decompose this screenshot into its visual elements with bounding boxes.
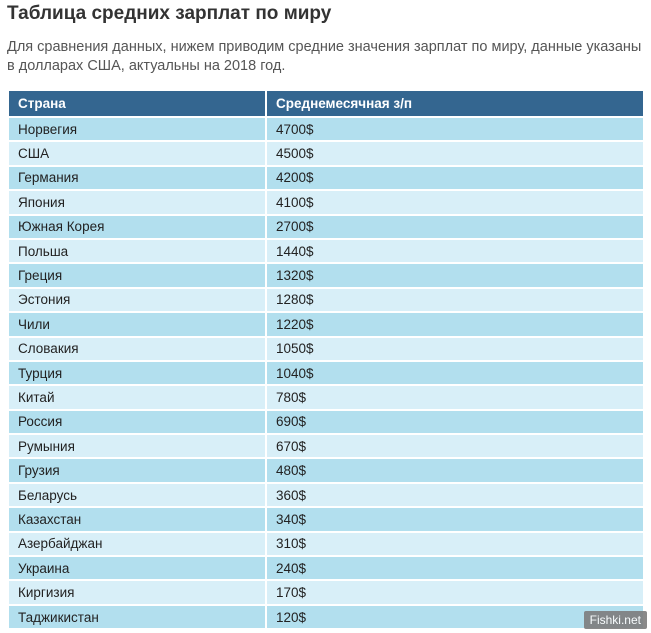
salary-table: Страна Среднемесячная з/п Норвегия 4700$ С…	[9, 91, 643, 631]
column-header-salary: Среднемесячная з/п	[266, 91, 643, 118]
country-cell: Словакия	[9, 336, 267, 362]
country-cell: Чили	[9, 312, 267, 338]
table-row: Турция 1040$	[9, 360, 643, 387]
table-row: Словакия 1050$	[9, 336, 643, 362]
table-row: Казахстан 340$	[9, 507, 643, 533]
salary-cell: 1280$	[266, 287, 643, 314]
table-row: Румыния 670$	[9, 434, 643, 460]
country-cell: Греция	[9, 263, 267, 289]
page-title: Таблица средних зарплат по миру	[7, 3, 332, 24]
salary-cell: 360$	[266, 482, 643, 509]
country-cell: Беларусь	[9, 482, 267, 509]
salary-cell: 4700$	[266, 117, 643, 143]
salary-cell: 670$	[266, 434, 643, 460]
table-row: Таджикистан 120$	[9, 604, 643, 631]
table-row: Норвегия 4700$	[9, 117, 643, 143]
salary-cell: 690$	[266, 409, 643, 436]
country-cell: Украина	[9, 556, 267, 582]
country-cell: Китай	[9, 385, 267, 411]
salary-cell: 1050$	[266, 336, 643, 362]
table-row: США 4500$	[9, 141, 643, 167]
salary-cell: 1320$	[266, 263, 643, 289]
country-cell: Турция	[9, 360, 267, 387]
country-cell: Таджикистан	[9, 604, 267, 631]
table-row: Япония 4100$	[9, 190, 643, 216]
table-row: Киргизия 170$	[9, 580, 643, 606]
table-body: Норвегия 4700$ США 4500$ Германия 4200$ Япония…	[9, 117, 643, 631]
column-header-country: Страна	[9, 91, 267, 118]
table-row: Чили 1220$	[9, 312, 643, 338]
salary-cell: 170$	[266, 580, 643, 606]
table-row: Россия 690$	[9, 409, 643, 436]
country-cell: Эстония	[9, 287, 267, 314]
table-row: Эстония 1280$	[9, 287, 643, 314]
table-row: Китай 780$	[9, 385, 643, 411]
salary-cell: 310$	[266, 531, 643, 558]
country-cell: Польша	[9, 238, 267, 265]
table-row: Южная Корея 2700$	[9, 214, 643, 240]
country-cell: Румыния	[9, 434, 267, 460]
salary-cell: 4500$	[266, 141, 643, 167]
table-row: Польша 1440$	[9, 238, 643, 265]
country-cell: Южная Корея	[9, 214, 267, 240]
table-header-row: Страна Среднемесячная з/п	[9, 91, 643, 118]
country-cell: Киргизия	[9, 580, 267, 606]
country-cell: Норвегия	[9, 117, 267, 143]
salary-cell: 340$	[266, 507, 643, 533]
salary-cell: 1040$	[266, 360, 643, 387]
salary-cell: 4100$	[266, 190, 643, 216]
country-cell: Грузия	[9, 458, 267, 484]
salary-cell: 2700$	[266, 214, 643, 240]
intro-paragraph: Для сравнения данных, нижем приводим сре…	[7, 39, 642, 74]
table-row: Украина 240$	[9, 556, 643, 582]
country-cell: Азербайджан	[9, 531, 267, 558]
table-row: Азербайджан 310$	[9, 531, 643, 558]
country-cell: Казахстан	[9, 507, 267, 533]
watermark: Fishki.net	[583, 611, 647, 629]
salary-cell: 1440$	[266, 238, 643, 265]
table-row: Беларусь 360$	[9, 482, 643, 509]
salary-cell: 1220$	[266, 312, 643, 338]
salary-cell: 780$	[266, 385, 643, 411]
country-cell: США	[9, 141, 267, 167]
country-cell: Япония	[9, 190, 267, 216]
country-cell: Россия	[9, 409, 267, 436]
salary-cell: 120$	[266, 604, 643, 631]
salary-cell: 240$	[266, 556, 643, 582]
salary-cell: 4200$	[266, 165, 643, 192]
salary-cell: 480$	[266, 458, 643, 484]
country-cell: Германия	[9, 165, 267, 192]
table-row: Греция 1320$	[9, 263, 643, 289]
table-row: Грузия 480$	[9, 458, 643, 484]
table-row: Германия 4200$	[9, 165, 643, 192]
